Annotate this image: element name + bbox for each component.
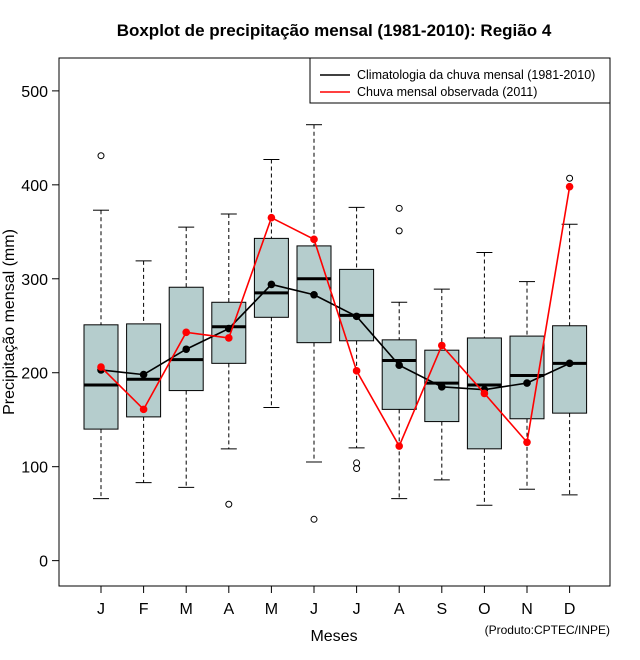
outlier-point [310, 515, 318, 523]
box-12 [552, 174, 588, 496]
x-tick-label: O [478, 601, 490, 618]
x-tick-label: M [265, 601, 278, 618]
outlier-point [395, 227, 403, 235]
y-tick-label: 100 [21, 460, 48, 477]
series-point-climatology [267, 280, 276, 289]
series-point-observed [565, 182, 574, 191]
series-point-observed [267, 213, 276, 222]
series-point-climatology [139, 370, 148, 379]
box-iqr [83, 324, 119, 430]
x-tick-label: A [223, 601, 234, 618]
box-iqr [126, 323, 162, 418]
series-point-observed [310, 235, 318, 244]
credit-text: (Produto:CPTEC/INPE) [485, 623, 610, 637]
series-point-observed [438, 341, 446, 350]
legend-box [309, 57, 611, 104]
x-tick-label: D [564, 601, 576, 618]
series-layer [97, 182, 574, 450]
series-point-climatology [182, 345, 190, 354]
y-axis: 0 100 200 300 400 500 [21, 84, 60, 571]
legend: Climatologia da chuva mensal (1981-2010)… [309, 57, 611, 104]
series-point-climatology [395, 361, 404, 370]
x-tick-label: J [353, 601, 361, 618]
series-point-climatology [310, 290, 318, 299]
outlier-point [395, 204, 403, 212]
x-axis-label: Meses [310, 628, 357, 645]
series-point-observed [97, 363, 105, 371]
outlier-point [97, 152, 105, 160]
series-point-observed [395, 442, 404, 450]
box-7 [339, 206, 375, 473]
box-iqr [168, 286, 204, 392]
y-tick-label: 400 [21, 178, 48, 195]
series-point-climatology [352, 312, 361, 321]
box-iqr [552, 325, 588, 414]
x-tick-label: A [394, 601, 405, 618]
x-tick-label: F [139, 601, 149, 618]
box-1 [83, 152, 119, 500]
legend-label-observed: Chuva mensal observada (2011) [357, 85, 537, 99]
series-point-observed [523, 438, 531, 447]
legend-label-climatology: Climatologia da chuva mensal (1981-2010) [357, 68, 595, 82]
y-tick-label: 0 [39, 554, 48, 571]
series-line-observed [100, 186, 571, 448]
series-point-observed [480, 389, 489, 398]
x-tick-label: J [310, 601, 318, 618]
outlier-point [225, 500, 233, 508]
box-6 [296, 124, 332, 523]
y-tick-label: 200 [21, 366, 48, 383]
y-tick-label: 300 [21, 272, 48, 289]
y-tick-label: 500 [21, 84, 48, 101]
series-point-climatology [523, 379, 531, 387]
series-point-climatology [565, 359, 574, 368]
box-iqr [381, 339, 417, 410]
series-point-observed [182, 328, 190, 337]
x-tick-label: J [97, 601, 105, 618]
box-4 [211, 213, 247, 508]
outlier-point [566, 174, 574, 182]
series-point-climatology [438, 383, 446, 391]
box-2 [126, 260, 162, 484]
series-point-observed [139, 405, 148, 414]
x-tick-label: N [521, 601, 533, 618]
box-iqr [211, 301, 247, 364]
series-point-observed [225, 334, 233, 342]
x-tick-label: M [180, 601, 193, 618]
outlier-point [353, 459, 361, 467]
y-axis-label: Precipitação mensal (mm) [1, 229, 18, 415]
x-tick-label: S [436, 601, 447, 618]
series-point-observed [352, 367, 361, 375]
plot-frame [58, 57, 611, 587]
box-3 [168, 226, 204, 488]
outlier-point [353, 465, 361, 473]
chart-title: Boxplot de precipitação mensal (1981-201… [117, 21, 552, 40]
boxes [83, 124, 588, 523]
